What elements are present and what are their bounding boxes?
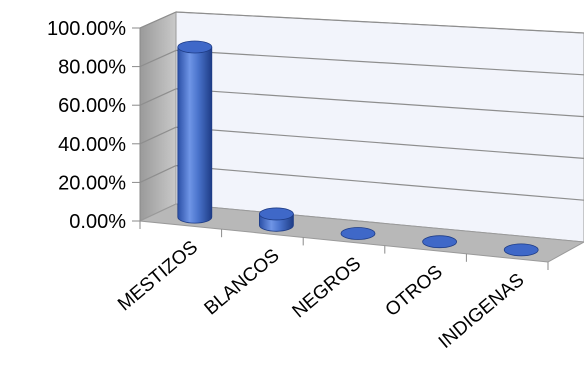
bar-top — [177, 40, 213, 54]
x-tick-label: MESTIZOS — [114, 237, 202, 316]
bar-body — [177, 46, 213, 224]
bar-indigenas — [503, 243, 539, 257]
x-tick-label: OTROS — [382, 261, 447, 321]
gridline-side — [139, 11, 177, 29]
bars — [177, 40, 539, 257]
bar-otros — [422, 235, 458, 249]
gridline-side — [139, 49, 177, 68]
gridlines — [139, 11, 584, 201]
gridline-side — [139, 165, 177, 183]
y-tick-label: 80.00% — [58, 57, 126, 79]
bar-top — [503, 243, 539, 257]
gridline — [175, 49, 584, 76]
y-tick-label: 40.00% — [58, 134, 126, 156]
gridline-side — [139, 88, 177, 106]
y-tick-label: 0.00% — [69, 211, 126, 233]
gridline — [175, 165, 584, 201]
x-tick-label: BLANCOS — [201, 245, 284, 319]
gridline — [175, 11, 584, 34]
gridline — [175, 126, 584, 159]
bar-top — [258, 207, 294, 221]
gridline-side — [139, 126, 177, 145]
bar-negros — [340, 227, 376, 240]
y-tick-label: 100.00% — [47, 18, 126, 40]
side-wall — [139, 11, 177, 222]
gridline — [175, 88, 584, 118]
y-axis-ticks: 0.00% 20.00% 40.00% 60.00% 80.00% 100.00% — [47, 18, 141, 233]
y-tick-label: 60.00% — [58, 95, 126, 117]
bar-top — [340, 227, 376, 240]
bar-top — [422, 235, 458, 249]
back-wall — [175, 11, 584, 243]
y-tick-label: 20.00% — [58, 172, 126, 194]
x-tick-label: NEGROS — [289, 253, 366, 322]
bar-mestizos — [177, 40, 213, 224]
bar-blancos — [258, 207, 294, 232]
x-tick-label: INDIGENAS — [435, 270, 529, 353]
